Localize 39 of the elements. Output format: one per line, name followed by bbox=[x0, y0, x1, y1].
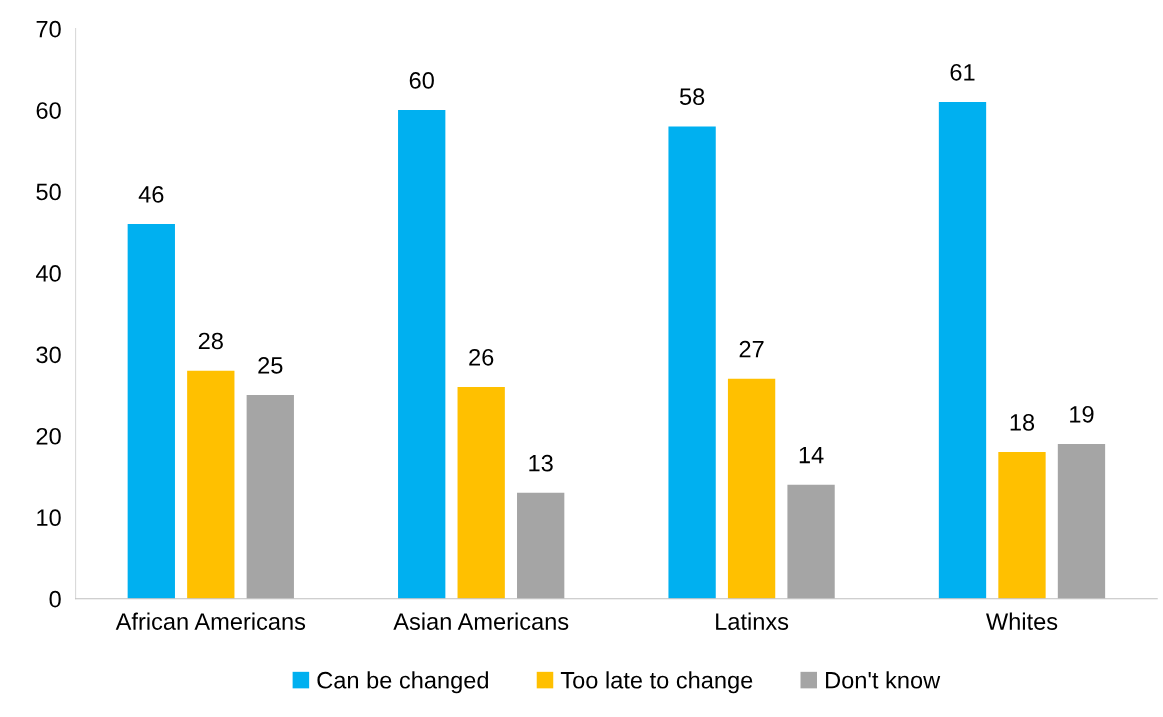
y-tick-label: 70 bbox=[36, 20, 61, 38]
data-label: 26 bbox=[469, 348, 494, 366]
data-label: 28 bbox=[198, 332, 223, 350]
data-label: 61 bbox=[950, 63, 975, 81]
data-label: 13 bbox=[529, 454, 553, 472]
bar bbox=[938, 101, 987, 599]
y-tick-label: 50 bbox=[36, 183, 61, 201]
bar bbox=[1057, 443, 1106, 599]
data-label: 14 bbox=[799, 446, 824, 464]
bar bbox=[727, 378, 776, 599]
legend-label: Don't know bbox=[826, 671, 941, 689]
data-label: 27 bbox=[739, 340, 764, 358]
bar bbox=[187, 370, 235, 599]
bar bbox=[398, 110, 446, 599]
x-tick-label: Asian Americans bbox=[393, 612, 569, 630]
bar bbox=[457, 386, 505, 599]
y-tick-label: 20 bbox=[36, 427, 61, 445]
y-tick-label: 10 bbox=[37, 509, 61, 527]
data-label: 46 bbox=[138, 186, 164, 203]
bar bbox=[517, 492, 565, 599]
x-tick-label: Latinxs bbox=[716, 612, 789, 630]
bar bbox=[246, 395, 294, 599]
data-label: 60 bbox=[409, 72, 434, 89]
legend-label: Can be changed bbox=[317, 671, 488, 694]
data-label: 19 bbox=[1070, 405, 1094, 423]
data-label: 58 bbox=[679, 88, 705, 106]
y-tick-label: 0 bbox=[49, 590, 61, 608]
bar bbox=[668, 126, 716, 599]
data-label: 25 bbox=[258, 357, 283, 374]
y-tick-label: 30 bbox=[36, 346, 61, 364]
x-tick-label: African Americans bbox=[115, 612, 306, 630]
bar bbox=[787, 484, 835, 599]
legend-label: Too late to change bbox=[560, 671, 753, 694]
y-tick-label: 60 bbox=[36, 102, 61, 119]
data-label: 18 bbox=[1010, 414, 1035, 431]
bar bbox=[127, 224, 175, 599]
x-tick-label: Whites bbox=[986, 612, 1058, 630]
bar bbox=[998, 452, 1046, 599]
y-tick-label: 40 bbox=[35, 265, 61, 282]
